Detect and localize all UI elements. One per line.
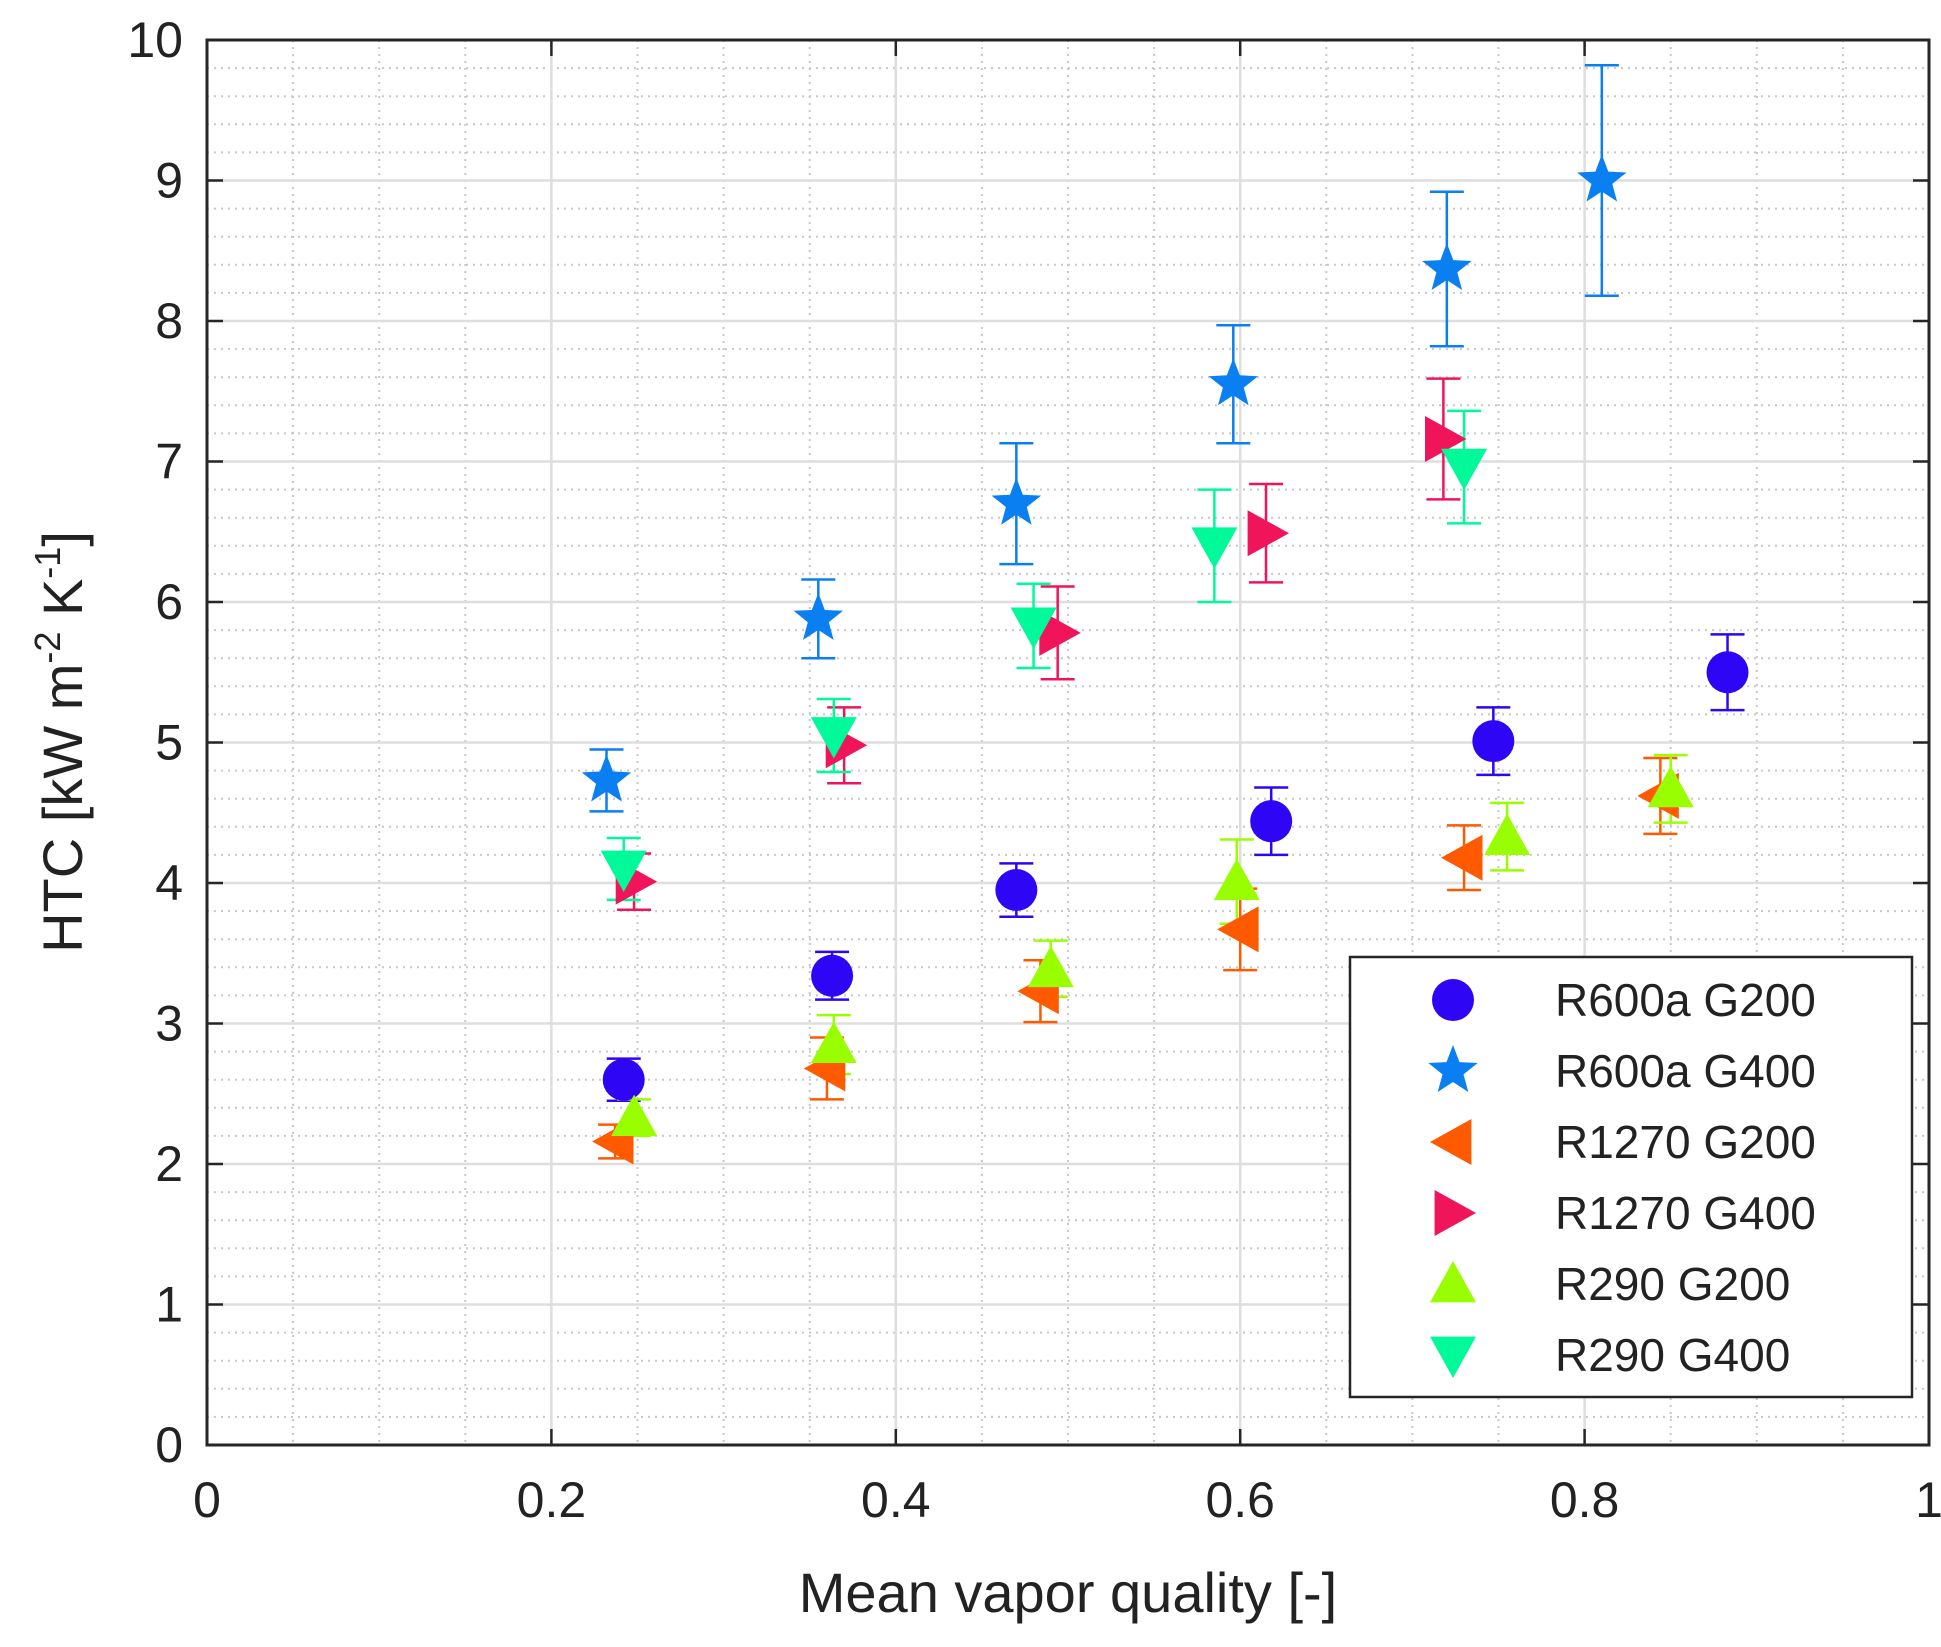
marker-r1270-g400 — [1425, 416, 1467, 462]
marker-r1270-g200 — [1441, 834, 1483, 881]
y-tick-label: 5 — [155, 715, 183, 771]
y-tick-label: 4 — [155, 855, 183, 911]
marker-r290-g200 — [1213, 858, 1260, 900]
marker-r600a-g200 — [1250, 800, 1293, 843]
y-tick-label: 10 — [127, 12, 183, 68]
marker-r600a-g400 — [1208, 358, 1258, 406]
marker-r1270-g400 — [1247, 510, 1289, 557]
legend-label-r290-g200: R290 G200 — [1555, 1258, 1790, 1310]
marker-r290-g200 — [611, 1094, 658, 1136]
x-tick-label: 0.4 — [861, 1472, 931, 1528]
y-tick-label: 6 — [155, 574, 183, 630]
y-tick-label: 0 — [155, 1417, 183, 1473]
marker-r290-g200 — [810, 1021, 857, 1063]
y-tick-label: 9 — [155, 153, 183, 209]
legend-box — [1348, 955, 1914, 1399]
marker-r600a-g400 — [581, 754, 632, 802]
marker-r1270-g200 — [1217, 906, 1259, 953]
legend-label-r1270-g200: R1270 G200 — [1555, 1116, 1816, 1168]
marker-r290-g400 — [1010, 607, 1057, 649]
marker-r600a-g400 — [991, 477, 1042, 525]
y-label-sup2: -1 — [27, 547, 68, 579]
x-tick-label: 1 — [1915, 1472, 1941, 1528]
legend-marker-r1270-g200 — [1430, 1119, 1472, 1165]
marker-r600a-g200 — [602, 1058, 645, 1101]
legend-marker-r290-g400 — [1430, 1336, 1476, 1378]
marker-r600a-g400 — [1422, 243, 1472, 290]
marker-r600a-g400 — [1577, 154, 1627, 202]
y-axis-label: HTC [kW m-2 K-1] — [27, 531, 94, 953]
x-tick-labels: 0 0.2 0.4 0.6 0.8 1 — [193, 1472, 1941, 1528]
marker-r290-g400 — [1191, 527, 1238, 569]
data-markers — [581, 154, 1749, 1165]
legend-marker-r600a-g400 — [1428, 1045, 1478, 1092]
legend-label-r600a-g400: R600a G400 — [1555, 1045, 1816, 1097]
y-tick-label: 8 — [155, 293, 183, 349]
legend-marker-r290-g200 — [1430, 1261, 1476, 1303]
marker-r290-g200 — [1484, 813, 1531, 855]
axis-ticks — [205, 38, 1931, 1447]
legend-marker-r1270-g400 — [1434, 1190, 1476, 1236]
marker-r600a-g200 — [995, 869, 1038, 912]
x-axis-label: Mean vapor quality [-] — [799, 1561, 1337, 1624]
marker-r290-g200 — [1647, 765, 1694, 808]
marker-r600a-g200 — [811, 954, 854, 997]
marker-r290-g400 — [600, 850, 647, 892]
marker-r290-g400 — [810, 717, 857, 759]
y-label-mid: K — [31, 579, 94, 632]
marker-r600a-g200 — [1706, 651, 1749, 694]
legend-marker-r600a-g200 — [1432, 979, 1474, 1021]
x-tick-label: 0 — [193, 1472, 221, 1528]
x-tick-label: 0.8 — [1550, 1472, 1620, 1528]
marker-r290-g400 — [1441, 448, 1488, 491]
marker-r600a-g200 — [1472, 720, 1515, 763]
x-tick-label: 0.2 — [517, 1472, 587, 1528]
y-tick-label: 3 — [155, 996, 183, 1052]
y-label-prefix: HTC [kW m — [31, 664, 94, 953]
y-tick-labels: 0 1 2 3 4 5 6 7 8 9 10 — [127, 12, 183, 1473]
x-tick-label: 0.6 — [1205, 1472, 1275, 1528]
legend: R600a G200 R600a G400 R1270 G200 R1270 G400… — [1348, 955, 1914, 1399]
y-tick-label: 7 — [155, 434, 183, 490]
marker-r290-g200 — [1027, 945, 1074, 988]
y-tick-label: 1 — [155, 1277, 183, 1333]
marker-r600a-g400 — [793, 592, 843, 640]
y-tick-label: 2 — [155, 1136, 183, 1192]
y-label-sup1: -2 — [27, 632, 68, 664]
marker-r1270-g400 — [1039, 609, 1081, 656]
legend-label-r290-g400: R290 G400 — [1555, 1329, 1790, 1381]
legend-label-r1270-g400: R1270 G400 — [1555, 1187, 1816, 1239]
legend-label-r600a-g200: R600a G200 — [1555, 974, 1816, 1026]
y-label-suffix: ] — [31, 531, 94, 547]
